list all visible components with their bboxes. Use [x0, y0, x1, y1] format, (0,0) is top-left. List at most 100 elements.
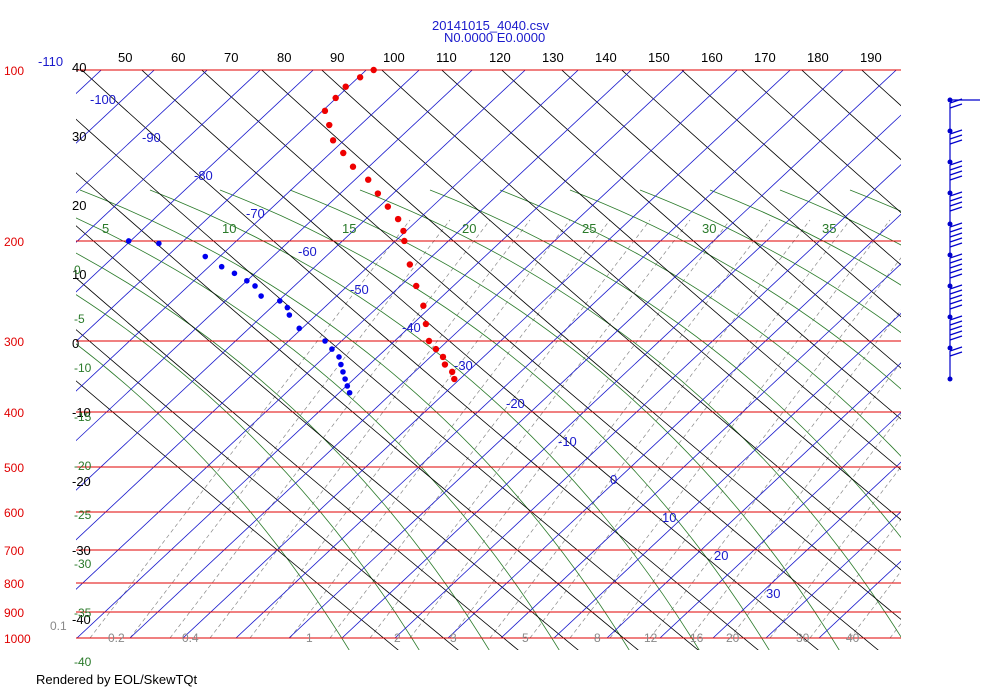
wind-barb-flag [949, 232, 963, 238]
mixing-ratio-label: 0.4 [182, 631, 199, 645]
mixing-ratio-label: 16 [690, 631, 704, 645]
chart-subtitle: N0.0000 E0.0000 [444, 30, 546, 45]
theta-e-label: -15 [74, 410, 92, 424]
theta-e-label: -25 [74, 508, 92, 522]
isotherm-label: -110 [38, 54, 63, 69]
theta-e-label: 0 [74, 263, 81, 277]
mixing-ratio-line [649, 309, 901, 639]
temperature-point [401, 237, 408, 245]
dewpoint-point [329, 346, 335, 352]
dewpoint-point [125, 238, 132, 244]
wind-barbs [947, 97, 980, 382]
mixing-ratio-line [769, 466, 901, 639]
wind-barb-flag [949, 165, 963, 171]
wind-barb-flag [949, 191, 963, 197]
wind-barb-flag [949, 325, 963, 331]
top-scale-label: 80 [277, 50, 291, 65]
chart-title: 20141015_4040.csv [432, 18, 550, 33]
isotherm-label: 20 [714, 548, 728, 563]
top-scale-label: 180 [807, 50, 829, 65]
theta-label: -20 [72, 474, 91, 489]
temperature-point [439, 353, 447, 361]
dewpoint-point [296, 325, 303, 332]
moist-adiabat-line [76, 343, 350, 650]
mixing-ratio-label: 0.2 [108, 631, 125, 645]
isotherm-line [235, 70, 844, 639]
dewpoint-point [277, 298, 283, 304]
moist-adiabat-line [79, 189, 630, 650]
dry-adiabat-line [261, 70, 901, 620]
wind-barb [947, 346, 963, 382]
wind-barb-flag [949, 242, 963, 248]
isotherm-label: -60 [298, 244, 317, 259]
temperature-point [340, 149, 347, 157]
theta-e-label: 25 [582, 221, 596, 236]
temperature-point [400, 227, 407, 235]
dry-adiabat-line [561, 70, 901, 369]
pressure-tick-label: 100 [4, 64, 24, 78]
isotherm-line [76, 70, 155, 144]
pressure-tick-label: 700 [4, 544, 24, 558]
theta-label: -10 [72, 405, 91, 420]
wind-barb-flag [949, 304, 963, 310]
temperature-point [370, 66, 377, 74]
top-scale-label: 60 [171, 50, 185, 65]
dry-adiabats [76, 50, 1000, 668]
isotherm-line [76, 70, 420, 392]
temperature-point [425, 337, 433, 345]
moist-adiabat-line [569, 189, 901, 390]
wind-barb-flag [949, 206, 963, 212]
moist-adiabat-line [359, 189, 901, 638]
mixing-ratio-line [889, 623, 901, 639]
mixing-ratio-line [169, 219, 491, 639]
wind-barb-flag [949, 222, 963, 228]
dewpoint-point [336, 354, 342, 360]
temperature-point [422, 320, 430, 328]
wind-barb-flag [949, 284, 963, 290]
moist-adiabat-line [76, 252, 490, 650]
temperature-point [406, 261, 414, 268]
isotherm-line [76, 70, 632, 590]
moist-adiabat-line [639, 189, 901, 334]
dewpoint-point [340, 369, 346, 375]
theta-label: 0 [72, 336, 79, 351]
dry-adiabat-line [960, 50, 1000, 668]
theta-e-label: -40 [74, 655, 92, 669]
mixing-ratio-label: 3 [450, 631, 457, 645]
dewpoint-point [346, 389, 353, 396]
isobars [76, 69, 901, 639]
pressure-tick-label: 500 [4, 461, 24, 475]
theta-e-label: -10 [74, 361, 92, 375]
pressure-tick-label: 1000 [4, 632, 31, 646]
temperature-point [384, 203, 392, 210]
isotherm-line [765, 511, 901, 639]
mixing-ratio-label: 20 [726, 631, 740, 645]
dry-adiabat-line [501, 70, 901, 420]
pressure-tick-label: 900 [4, 606, 24, 620]
isotherm-line [288, 70, 897, 639]
wind-barb-flag [949, 294, 963, 300]
dewpoint-point [342, 376, 348, 382]
dewpoint-point [258, 293, 264, 299]
wind-barb [947, 191, 963, 227]
wind-barb-flag [949, 268, 963, 274]
isotherm-label: -90 [142, 130, 161, 145]
temperature-point [413, 282, 420, 290]
mixing-ratio-line [129, 219, 451, 639]
theta-e-label: -20 [74, 459, 92, 473]
temperature-point [321, 107, 329, 115]
moist-adiabat-line [499, 189, 901, 457]
mixing-ratio-line [569, 219, 891, 639]
wind-barb [947, 160, 963, 196]
isotherm-label: 30 [766, 586, 780, 601]
mixing-ratio-line [289, 219, 611, 639]
dewpoint-point [252, 283, 258, 289]
wind-barb-flag [949, 170, 963, 176]
mixing-ratio-label: 40 [846, 631, 860, 645]
moist-adiabats [76, 189, 901, 650]
wind-barb-flag [949, 335, 963, 341]
temperature-point [432, 345, 440, 353]
mixing-ratio-line [689, 361, 901, 639]
wind-barb-flag [949, 330, 963, 336]
